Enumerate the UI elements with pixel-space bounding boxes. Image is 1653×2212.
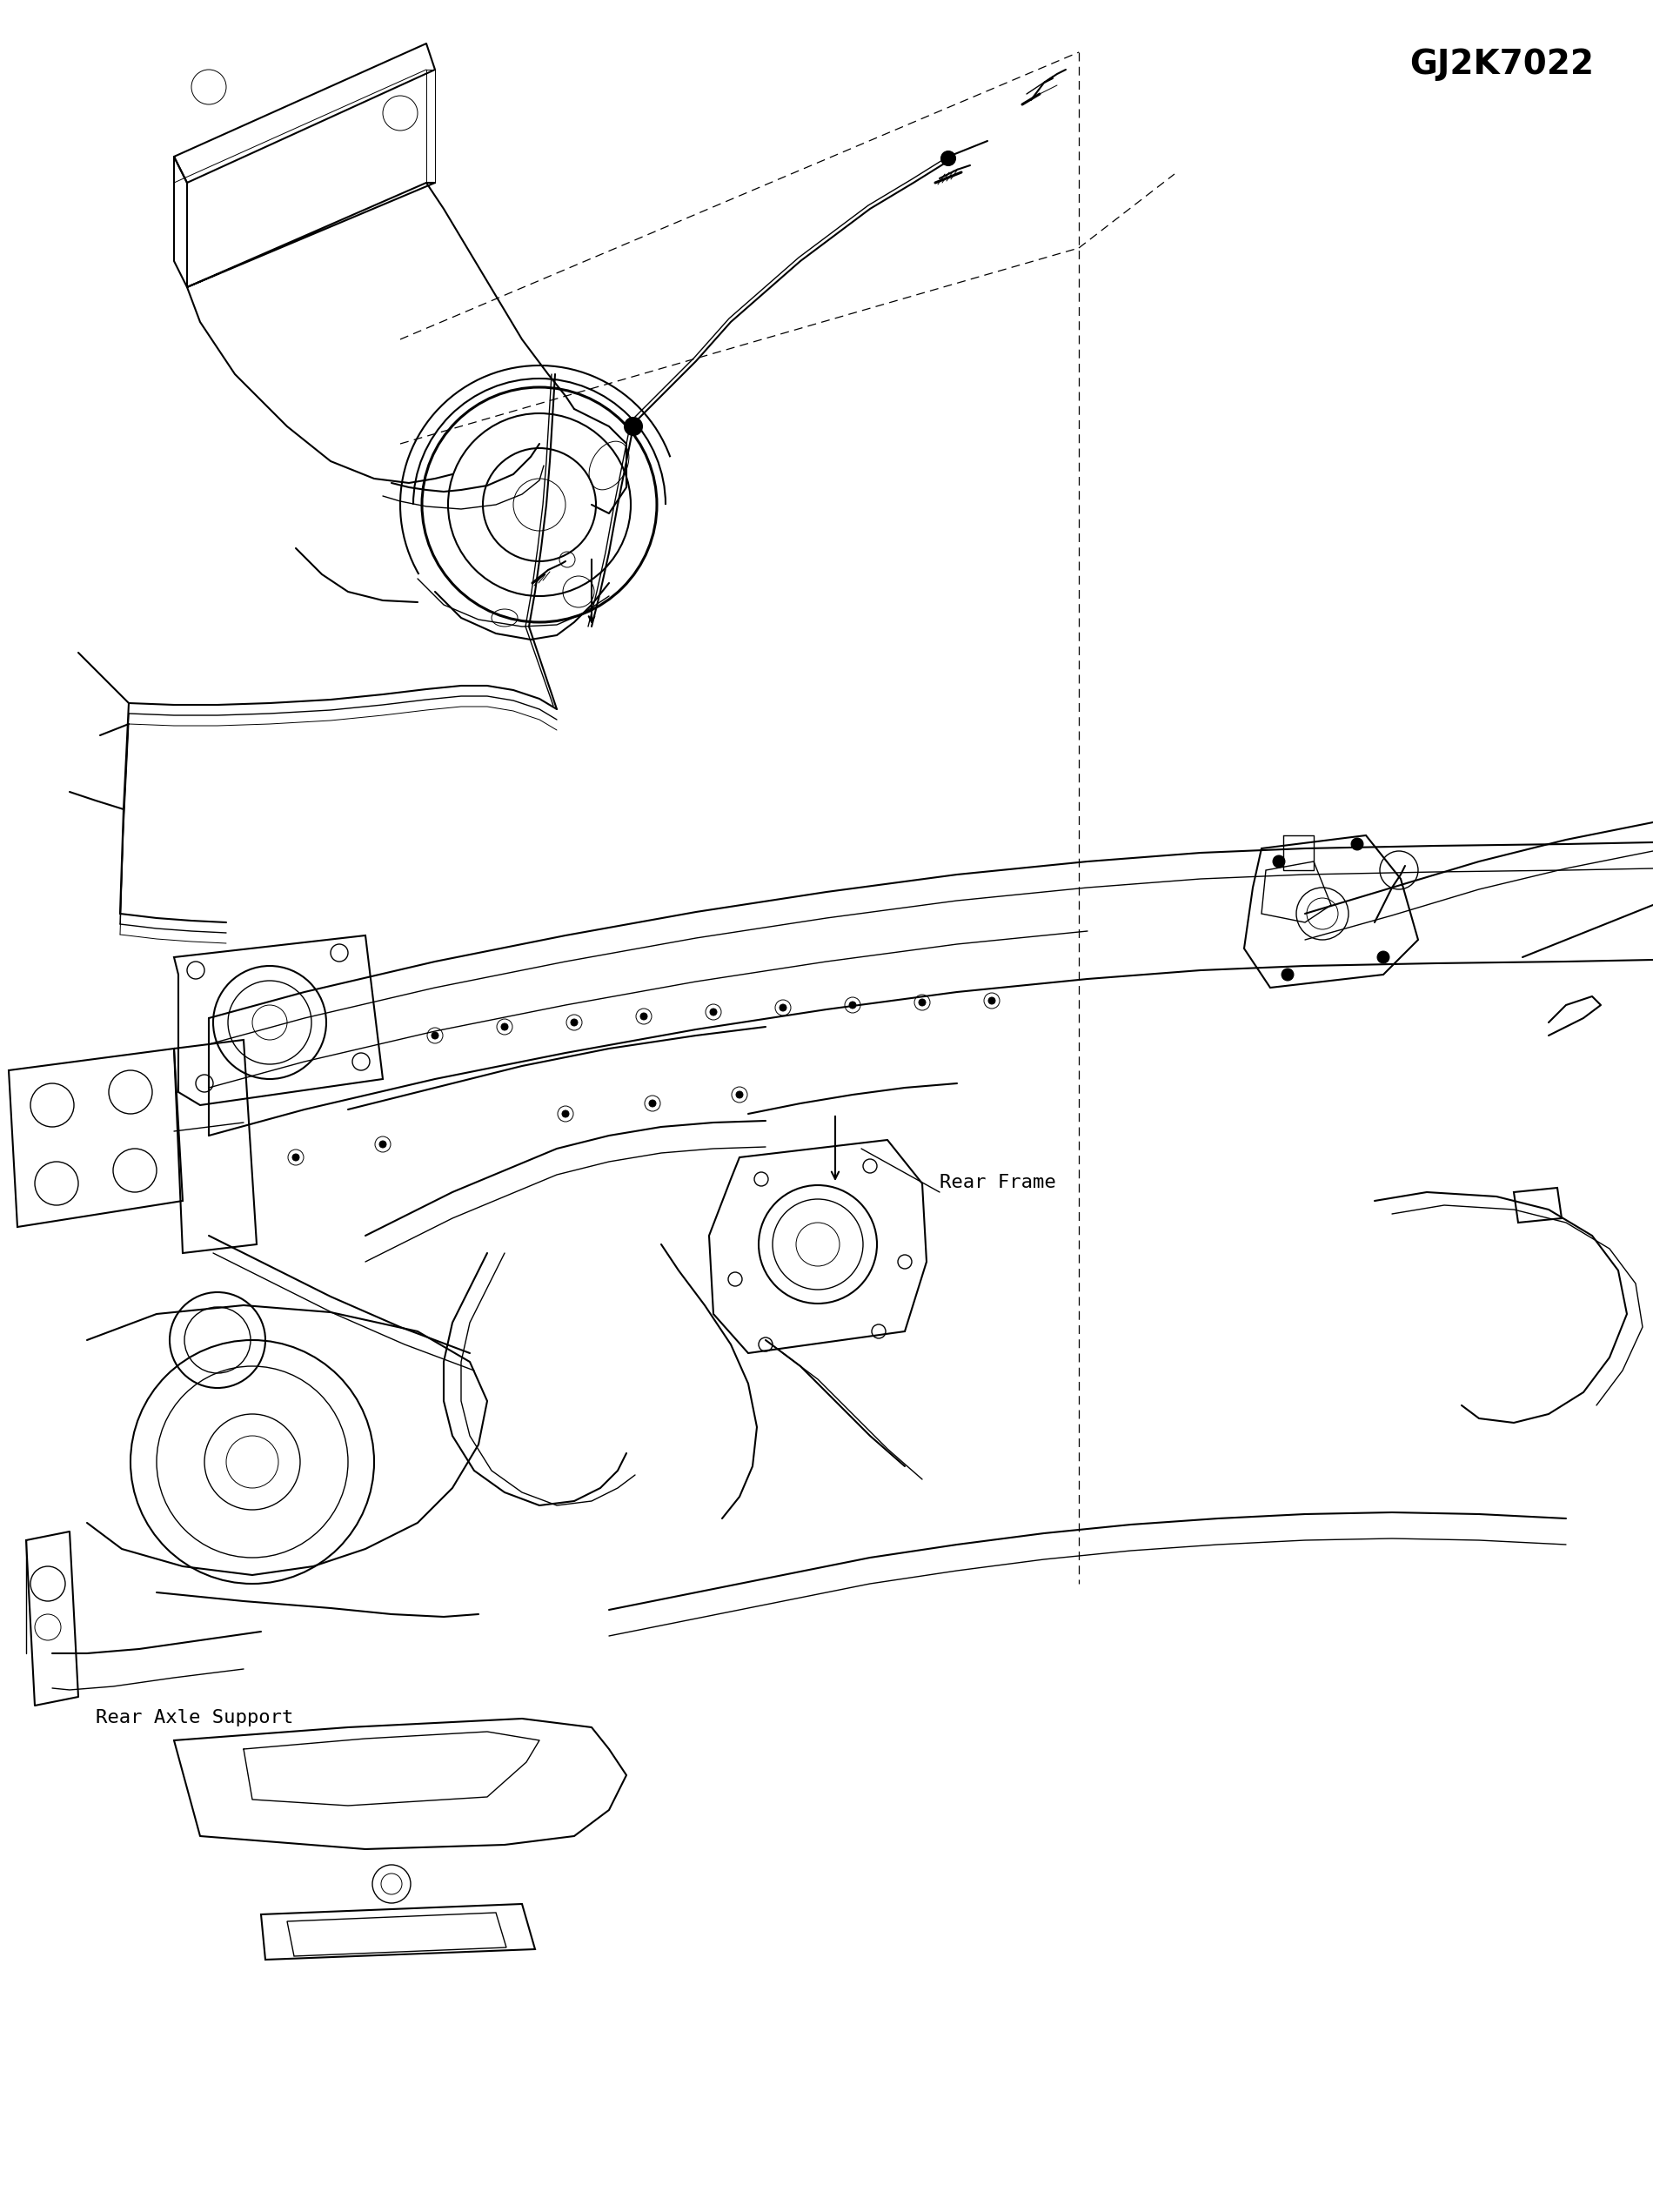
Circle shape	[625, 418, 641, 436]
Text: Rear Frame: Rear Frame	[939, 1175, 1056, 1192]
Circle shape	[780, 1004, 787, 1011]
Circle shape	[570, 1020, 577, 1026]
Circle shape	[379, 1141, 387, 1148]
Circle shape	[1273, 856, 1284, 867]
Circle shape	[562, 1110, 569, 1117]
Circle shape	[650, 1099, 656, 1106]
Circle shape	[501, 1024, 507, 1031]
Circle shape	[919, 1000, 926, 1006]
Circle shape	[293, 1155, 299, 1161]
Circle shape	[640, 1013, 648, 1020]
Circle shape	[709, 1009, 717, 1015]
Circle shape	[1377, 951, 1390, 962]
Circle shape	[431, 1033, 438, 1040]
Circle shape	[941, 150, 955, 166]
Text: Rear Axle Support: Rear Axle Support	[96, 1710, 294, 1725]
Text: GJ2K7022: GJ2K7022	[1410, 49, 1593, 82]
Circle shape	[1281, 969, 1294, 980]
Circle shape	[736, 1091, 742, 1097]
Circle shape	[850, 1002, 856, 1009]
Circle shape	[988, 998, 995, 1004]
Circle shape	[1351, 838, 1364, 849]
